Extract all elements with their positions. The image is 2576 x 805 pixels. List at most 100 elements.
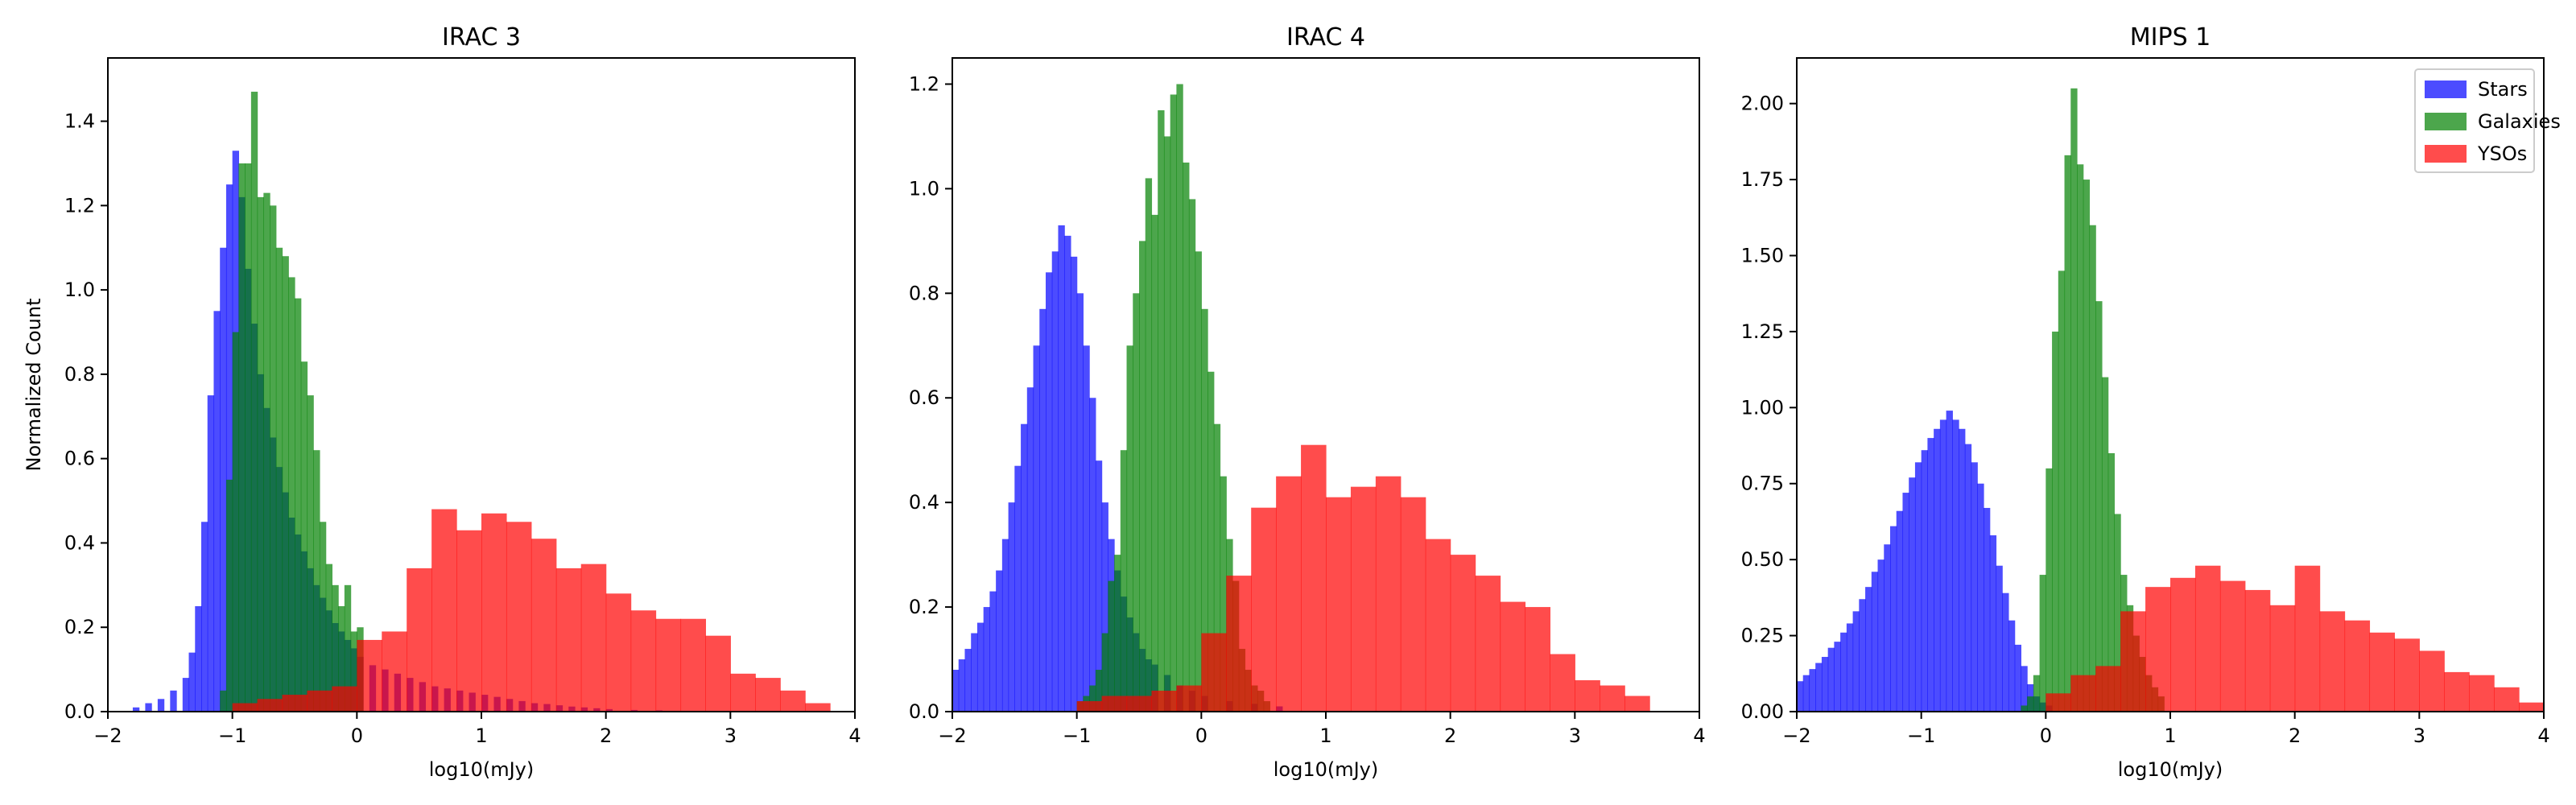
histogram-bar-ysos	[2120, 611, 2146, 712]
histogram-bar-galaxies	[1176, 84, 1183, 712]
histogram-bar-ysos	[1475, 576, 1501, 712]
histogram-bar-ysos	[332, 686, 357, 712]
histogram-bar-ysos	[2319, 611, 2346, 712]
y-tick-label: 1.2	[64, 194, 95, 217]
histogram-bar-ysos	[2194, 565, 2221, 712]
histogram-bar-stars	[1914, 462, 1922, 712]
x-tick-label: 2	[600, 724, 612, 747]
y-tick-label: 0.25	[1741, 625, 1784, 647]
histogram-bar-stars	[1827, 647, 1835, 712]
legend-label: YSOs	[2477, 142, 2527, 165]
histogram-bar-stars	[1064, 235, 1071, 712]
histogram-bar-galaxies	[2089, 225, 2096, 712]
histogram-bar-stars	[207, 395, 215, 712]
histogram-bar-stars	[1865, 587, 1872, 712]
histogram-bar-stars	[1070, 256, 1078, 712]
histogram-bar-stars	[1846, 623, 1854, 712]
y-tick-label: 0.50	[1741, 548, 1784, 571]
histogram-bar-ysos	[1126, 696, 1153, 712]
histogram-bar-ysos	[2469, 675, 2495, 712]
histogram-bar-ysos	[1276, 476, 1302, 712]
histogram-bar-galaxies	[1139, 241, 1146, 712]
histogram-bar-galaxies	[1158, 109, 1165, 712]
histogram-bar-ysos	[1350, 486, 1377, 712]
legend-label: Galaxies	[2478, 110, 2561, 133]
y-tick-label: 0.00	[1741, 700, 1784, 723]
histogram-bar-galaxies	[338, 606, 345, 712]
histogram-bar-ysos	[530, 539, 557, 712]
histogram-bar-stars	[1927, 438, 1934, 712]
histogram-bar-galaxies	[220, 690, 227, 712]
histogram-bar-stars	[983, 607, 990, 712]
histogram-bar-stars	[1802, 675, 1810, 712]
x-tick-label: 2	[2289, 724, 2301, 747]
histogram-bar-stars	[1046, 272, 1053, 712]
histogram-bar-stars	[1026, 387, 1034, 712]
histogram-bar-stars	[1058, 225, 1065, 712]
histogram-bar-stars	[195, 606, 202, 712]
histogram-bar-stars	[1797, 681, 1804, 712]
histogram-bar-stars	[971, 633, 978, 712]
y-tick-label: 0.8	[909, 282, 939, 304]
histogram-bar-ysos	[655, 618, 682, 712]
histogram-bar-ysos	[481, 513, 507, 712]
histogram-bar-ysos	[1500, 601, 1526, 712]
legend: Stars Galaxies YSOs	[2414, 68, 2561, 173]
histogram-bar-ysos	[1525, 607, 1550, 712]
histogram-bar-stars	[1021, 423, 1028, 712]
histogram-bar-ysos	[2219, 580, 2246, 712]
histogram-bar-stars	[989, 591, 997, 712]
y-tick-label: 1.4	[64, 110, 95, 133]
histogram-bar-galaxies	[1101, 633, 1108, 712]
histogram-bar-stars	[1809, 669, 1816, 712]
x-tick-label: 0	[1195, 724, 1208, 747]
histogram-bar-stars	[1871, 572, 1879, 712]
histogram-bar-ysos	[1076, 701, 1103, 712]
histogram-bar-stars	[1089, 398, 1096, 712]
histogram-bar-stars	[145, 703, 152, 712]
histogram-bar-galaxies	[275, 247, 283, 712]
histogram-bar-galaxies	[1220, 476, 1227, 712]
histogram-bar-galaxies	[1120, 450, 1128, 712]
y-tick-label: 0.2	[909, 596, 939, 618]
histogram-bar-ysos	[2269, 605, 2296, 712]
histogram-bar-galaxies	[2114, 514, 2121, 712]
y-tick-label: 0.0	[909, 700, 939, 723]
histogram-bar-galaxies	[1089, 685, 1096, 712]
histogram-bar-stars	[1921, 450, 1928, 712]
histogram-bar-stars	[1083, 345, 1090, 712]
y-tick-label: 1.50	[1741, 244, 1784, 266]
histogram-bar-stars	[1909, 477, 1916, 712]
histogram-bar-galaxies	[270, 205, 277, 712]
legend-swatch	[2425, 113, 2467, 130]
histogram-bar-stars	[1033, 345, 1040, 712]
histogram-bar-ysos	[506, 522, 532, 712]
y-tick-label: 1.75	[1741, 168, 1784, 191]
histogram-bar-galaxies	[2046, 468, 2053, 712]
histogram-bar-galaxies	[332, 584, 339, 712]
x-axis-label: log10(mJy)	[2118, 758, 2223, 781]
histogram-bar-stars	[213, 311, 221, 712]
histogram-bar-ysos	[1624, 696, 1650, 712]
histogram-bar-galaxies	[288, 277, 295, 712]
histogram-bar-galaxies	[245, 163, 252, 712]
histogram-bar-galaxies	[2039, 575, 2046, 712]
histogram-bar-ysos	[1575, 680, 1600, 712]
histogram-bar-ysos	[2344, 620, 2371, 712]
y-tick-label: 0.4	[909, 491, 939, 514]
y-tick-label: 1.25	[1741, 320, 1784, 343]
bars-group	[132, 91, 831, 712]
chart-panel: −2 −1 0 1 2 3 4 0.0 0.2 0.4 0.6 0.8 1.0 1.2 1.4 IRAC 3 l…	[23, 23, 861, 781]
histogram-bar-ysos	[680, 618, 706, 712]
histogram-bar-ysos	[2095, 666, 2121, 712]
histogram-bar-ysos	[2444, 671, 2470, 712]
histogram-bar-ysos	[605, 593, 632, 712]
histogram-bar-stars	[1095, 460, 1103, 712]
histogram-bar-stars	[1946, 411, 1953, 712]
legend-label: Stars	[2478, 78, 2528, 101]
panel-title: IRAC 3	[442, 23, 521, 52]
histogram-bar-galaxies	[344, 584, 352, 712]
histogram-bar-stars	[1896, 510, 1904, 712]
histogram-bar-ysos	[1201, 633, 1227, 712]
